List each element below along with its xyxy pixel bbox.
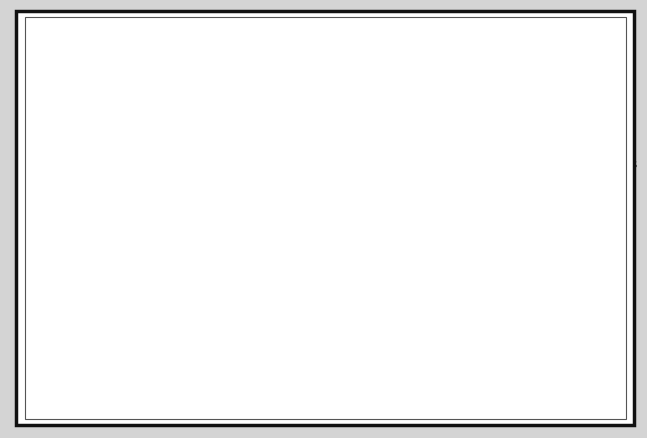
Polygon shape [340, 155, 365, 202]
Polygon shape [378, 228, 456, 267]
Polygon shape [153, 195, 190, 230]
Polygon shape [308, 155, 333, 202]
Polygon shape [225, 232, 248, 269]
Polygon shape [376, 155, 400, 202]
Text: Outer Mitochondrial
Membrane: Outer Mitochondrial Membrane [265, 16, 382, 110]
Text: Cristae: Cristae [248, 294, 289, 379]
Polygon shape [322, 232, 345, 269]
Polygon shape [289, 232, 313, 269]
Text: Matrix: Matrix [413, 230, 575, 261]
Text: 70S Ribosomes: 70S Ribosomes [417, 158, 637, 201]
Polygon shape [153, 165, 190, 207]
Polygon shape [444, 169, 481, 204]
Polygon shape [94, 49, 553, 376]
Polygon shape [134, 78, 513, 347]
Polygon shape [155, 222, 188, 255]
Text: Inner Mitochondrial
Membrane: Inner Mitochondrial Membrane [14, 271, 169, 346]
Polygon shape [257, 232, 280, 269]
Polygon shape [243, 155, 268, 202]
Polygon shape [446, 199, 479, 230]
Polygon shape [211, 155, 236, 202]
Polygon shape [276, 155, 300, 202]
Polygon shape [354, 232, 377, 269]
Text: Space between Inner
and Outer Membranes: Space between Inner and Outer Membranes [60, 40, 196, 152]
